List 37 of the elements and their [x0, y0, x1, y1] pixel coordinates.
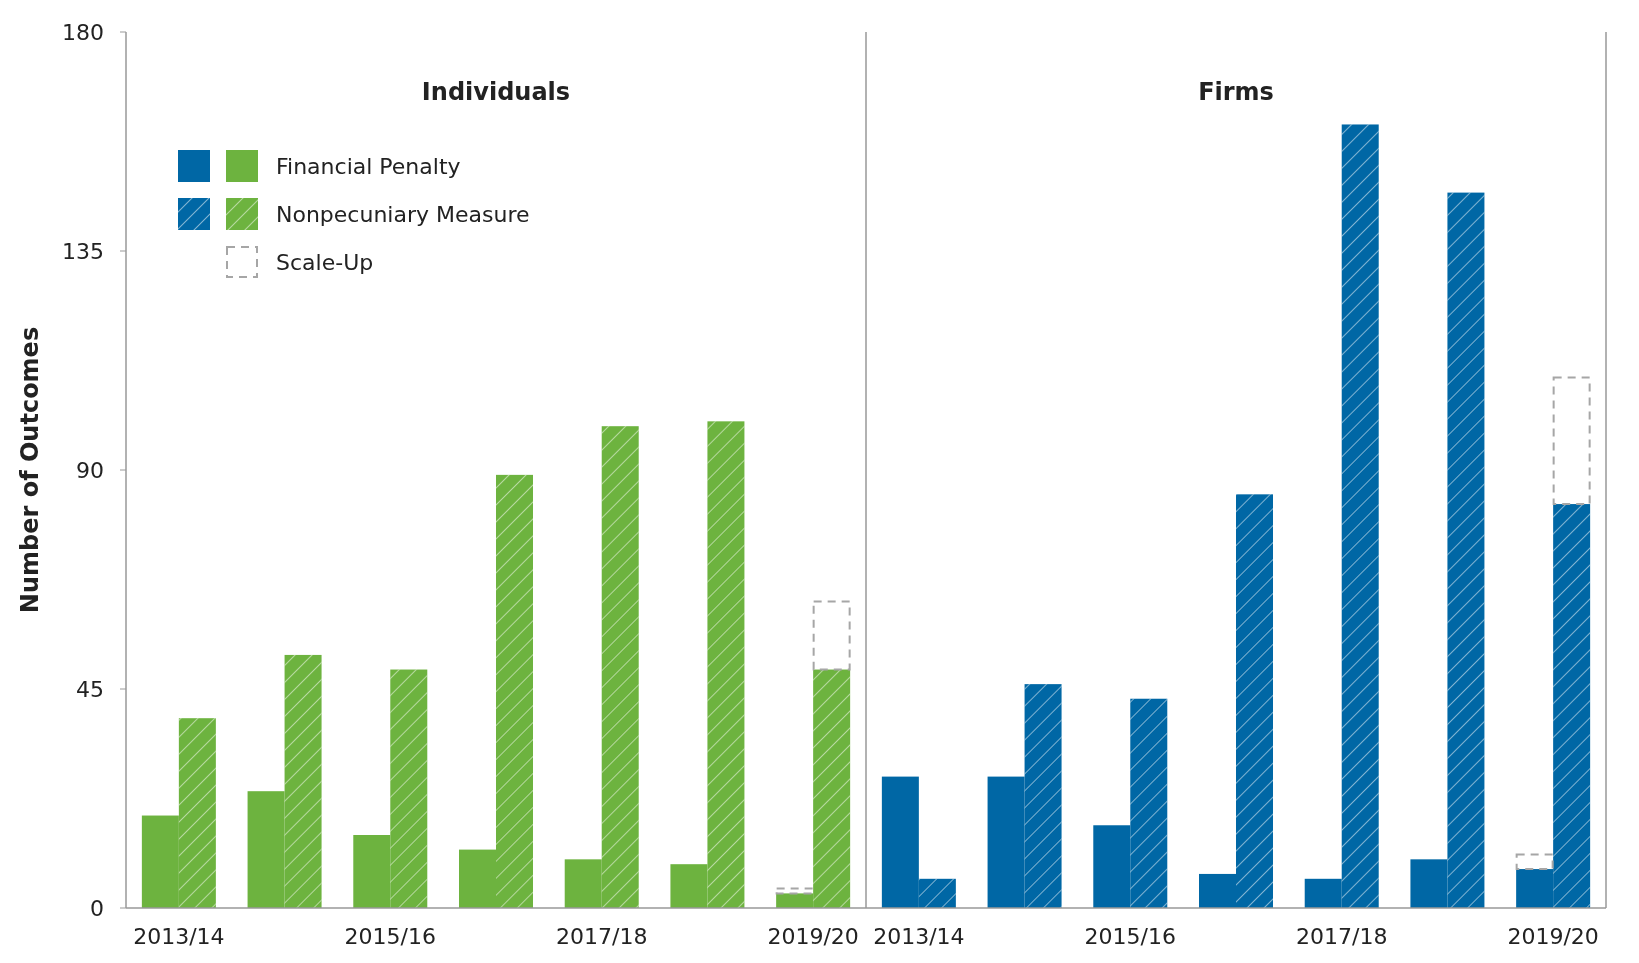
x-tick-label: 2015/16: [344, 924, 436, 949]
legend-label: Financial Penalty: [276, 153, 461, 179]
x-tick-label: 2019/20: [767, 924, 859, 949]
bar: [881, 776, 919, 908]
legend-label: Scale-Up: [276, 249, 374, 275]
bar: [1516, 869, 1554, 908]
bar: [1515, 853, 1554, 871]
x-tick-label: 2019/20: [1507, 924, 1599, 949]
bar: [1304, 878, 1342, 908]
bar: [670, 864, 708, 908]
x-tick-label: 2017/18: [556, 924, 648, 949]
bar: [987, 776, 1025, 908]
bar: [1552, 376, 1591, 506]
y-tick-label: 0: [90, 895, 104, 921]
bar: [1199, 873, 1236, 908]
bar: [1093, 825, 1131, 908]
bar: [812, 600, 851, 671]
legend-label: Nonpecuniary Measure: [276, 201, 530, 227]
x-tick-label: 2017/18: [1296, 924, 1388, 949]
bar: [459, 849, 496, 908]
y-tick-label: 45: [76, 676, 104, 702]
y-tick-label: 90: [76, 457, 104, 483]
y-axis-title: Number of Outcomes: [16, 326, 44, 614]
x-tick-label: 2015/16: [1084, 924, 1176, 949]
x-tick-label: 2013/14: [873, 924, 965, 949]
text: Individuals: [421, 78, 571, 106]
bar: [247, 791, 285, 908]
x-tick-label: 2013/14: [133, 924, 225, 949]
bar: [564, 859, 602, 908]
y-tick-label: 135: [62, 238, 104, 264]
bar: [353, 835, 391, 908]
bar: [776, 893, 814, 908]
y-tick-label: 180: [62, 19, 104, 45]
bar: [775, 887, 814, 895]
bar: [141, 815, 179, 908]
bar: [1410, 859, 1448, 908]
text: Firms: [1198, 78, 1274, 106]
